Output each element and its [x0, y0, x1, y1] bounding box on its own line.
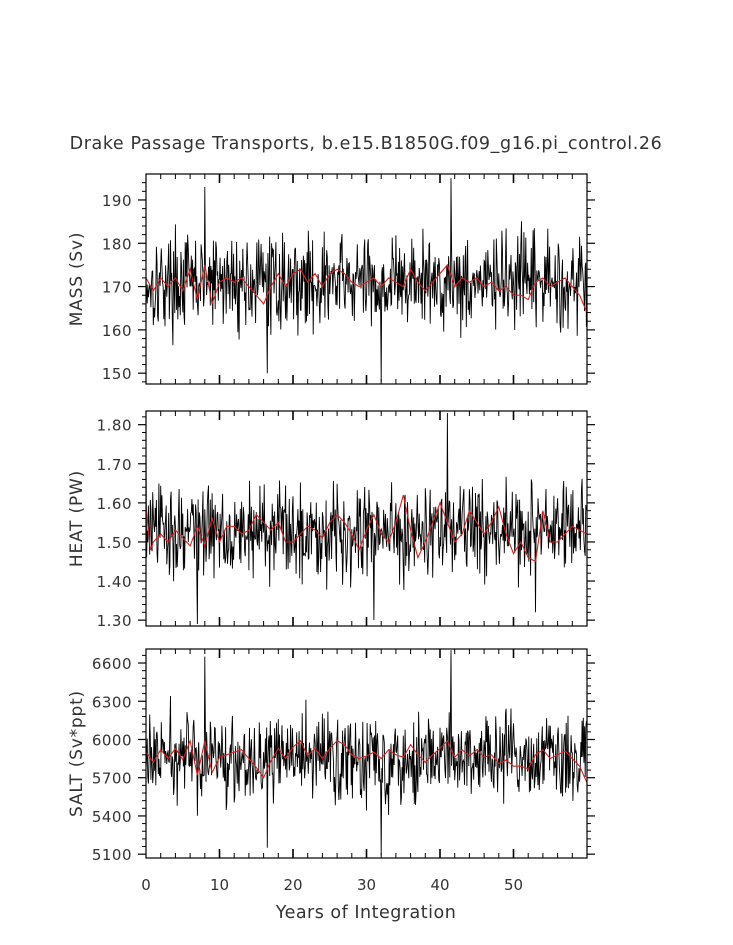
y-tick-label: 6000: [92, 731, 132, 749]
panel-2: 5100 5400 5700 6000 6300 6600 0 10 20 30 40 50 SALT …: [67, 648, 595, 894]
x-tick-label: 0: [141, 876, 151, 894]
y-tick-label: 170: [102, 279, 132, 297]
y-tick-label: 5100: [92, 846, 132, 864]
y-tick-label: 1.30: [97, 612, 132, 630]
y-tick-label: 1.60: [97, 495, 132, 513]
smoothed-series-line: [145, 494, 588, 563]
x-tick-label: 10: [210, 876, 229, 894]
panel-1: 1.30 1.40 1.50 1.60 1.70 1.80 HEAT (PW): [67, 410, 595, 630]
raw-series-line: [145, 412, 587, 625]
raw-series-line: [145, 178, 587, 382]
smoothed-series-line: [145, 263, 588, 313]
y-axis-label: HEAT (PW): [67, 470, 87, 567]
y-tick-label: 150: [102, 365, 132, 383]
x-axis-label: Years of Integration: [275, 903, 457, 923]
x-tick-label: 20: [283, 876, 302, 894]
y-tick-label: 180: [102, 235, 132, 253]
y-tick-label: 1.40: [97, 573, 132, 591]
y-tick-label: 1.80: [97, 417, 132, 435]
y-tick-label: 6600: [92, 655, 132, 673]
smoothed-series-line: [145, 738, 588, 784]
y-tick-label: 5700: [92, 770, 132, 788]
x-tick-label: 40: [430, 876, 449, 894]
y-axis-label: SALT (Sv*ppt): [67, 690, 87, 817]
y-axis-label: MASS (Sv): [67, 232, 87, 327]
panel-0: 150 160 170 180 190 MASS (Sv): [67, 173, 595, 385]
y-tick-label: 1.50: [97, 534, 132, 552]
chart-title: Drake Passage Transports, b.e15.B1850G.f…: [70, 134, 663, 154]
y-tick-label: 6300: [92, 693, 132, 711]
raw-series-line: [145, 650, 587, 856]
y-tick-label: 1.70: [97, 456, 132, 474]
x-tick-label: 50: [504, 876, 523, 894]
y-tick-label: 160: [102, 322, 132, 340]
y-tick-label: 190: [102, 192, 132, 210]
y-tick-label: 5400: [92, 808, 132, 826]
x-tick-label: 30: [357, 876, 376, 894]
